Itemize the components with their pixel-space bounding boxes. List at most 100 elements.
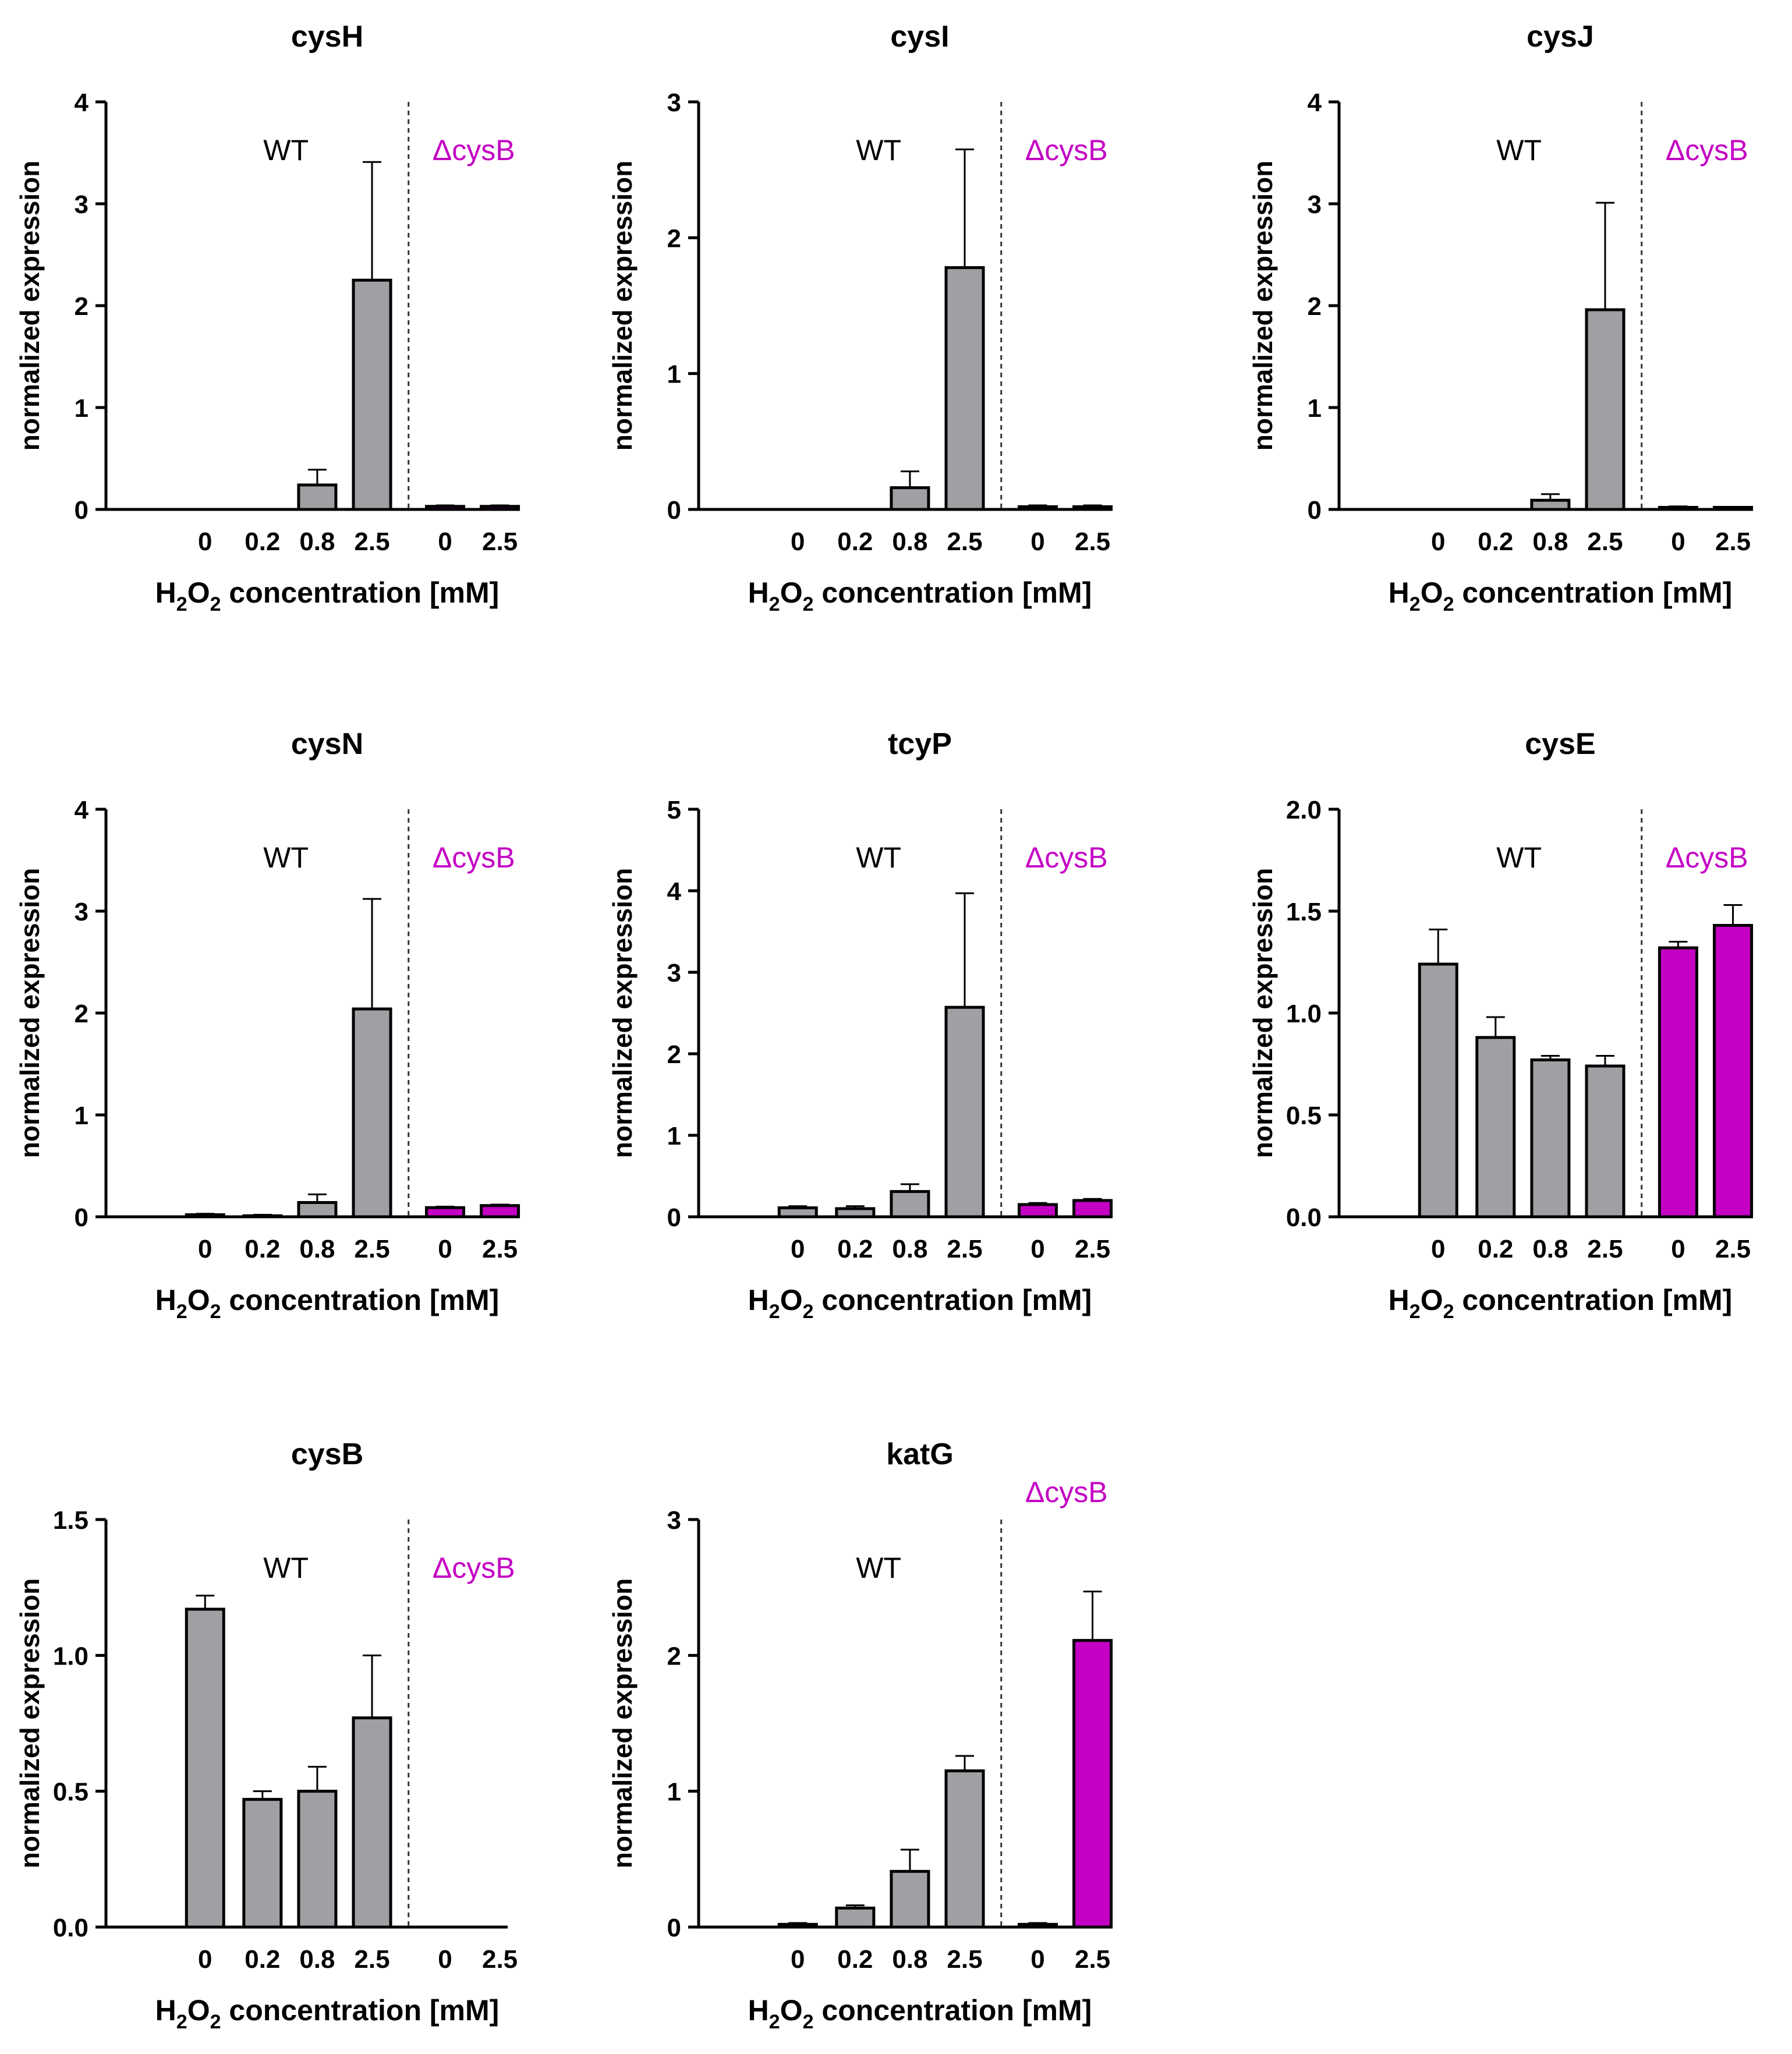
- x-tick-label: 2.5: [947, 1945, 982, 1974]
- x-axis-label-part: concentration [mM]: [221, 576, 500, 609]
- x-tick-label: 0.2: [837, 527, 873, 556]
- y-tick-label: 1: [667, 360, 681, 389]
- group-label-mutant: ΔcysB: [1025, 1476, 1108, 1508]
- x-tick-label: 2.5: [947, 527, 982, 556]
- x-axis-label-part: H: [748, 1284, 769, 1316]
- y-tick-label: 2: [75, 292, 88, 321]
- y-tick-label: 0: [667, 1203, 681, 1232]
- panel-title: cysE: [1525, 727, 1595, 761]
- x-axis-label-part: 2: [176, 1301, 187, 1323]
- x-axis-label-part: 2: [176, 593, 187, 615]
- y-axis-label: normalized expression: [607, 161, 638, 451]
- x-axis-label-part: H: [155, 576, 176, 609]
- y-tick-label: 3: [667, 88, 681, 117]
- panel-title: cysH: [291, 20, 363, 54]
- x-tick-label: 2.5: [947, 1235, 982, 1263]
- group-label-mutant: ΔcysB: [1025, 134, 1108, 167]
- bar-wt-0.8: [297, 483, 338, 511]
- x-tick-label: 0: [438, 527, 452, 556]
- x-tick-label: 0.2: [245, 527, 280, 556]
- bar-wt-0: [185, 1607, 225, 1929]
- bar-wt-0.8: [890, 486, 930, 511]
- group-label-wt: WT: [856, 841, 901, 874]
- x-axis-label-part: concentration [mM]: [1454, 1284, 1733, 1316]
- y-tick-label: 1.0: [53, 1642, 88, 1670]
- x-tick-label: 0.2: [837, 1945, 873, 1974]
- group-label-mutant: ΔcysB: [1666, 841, 1748, 874]
- y-tick-label: 2: [1308, 292, 1322, 321]
- x-tick-label: 0.8: [1532, 1235, 1568, 1263]
- x-axis-label-part: O: [780, 1284, 803, 1316]
- x-tick-label: 0: [1431, 1235, 1445, 1263]
- y-tick-label: 0.0: [53, 1914, 88, 1942]
- y-tick-label: 2: [667, 1040, 681, 1069]
- x-axis-label-part: H: [1389, 576, 1409, 609]
- y-tick-label: 2: [75, 1000, 88, 1028]
- x-tick-label: 0.2: [245, 1945, 280, 1974]
- group-label-wt: WT: [856, 134, 901, 167]
- x-tick-label: 0: [791, 527, 805, 556]
- bar-wt-2.5: [944, 1005, 985, 1219]
- x-tick-label: 0: [198, 1945, 212, 1974]
- x-tick-label: 0: [1030, 1945, 1044, 1974]
- bar-wt-0: [185, 1213, 225, 1219]
- panel-title: cysN: [291, 727, 363, 761]
- x-tick-label: 0.8: [892, 1235, 927, 1263]
- group-label-mutant: ΔcysB: [433, 134, 515, 167]
- y-tick-label: 1.0: [1286, 1000, 1322, 1028]
- x-axis-label-part: 2: [176, 2011, 187, 2033]
- panel-cysN: cysN 0 1 2 3 4 normalized expression 0 0.2 0.8 2.5…: [15, 727, 520, 1323]
- y-tick-label: 0: [75, 496, 88, 525]
- bar-wt-0.8: [890, 1869, 930, 1929]
- panel-title: cysB: [291, 1437, 363, 1471]
- bar-wt-2.5: [352, 1007, 392, 1219]
- x-axis-label-part: 2: [1409, 593, 1421, 615]
- y-tick-label: 0.0: [1286, 1203, 1322, 1232]
- x-axis-label: H2O2 concentration [mM]: [1389, 1284, 1733, 1323]
- bar-wt-2.5: [352, 1716, 392, 1929]
- y-tick-label: 0: [1308, 496, 1322, 525]
- y-tick-label: 2: [667, 224, 681, 253]
- y-tick-label: 5: [667, 796, 681, 824]
- x-tick-label: 0: [438, 1945, 452, 1974]
- x-tick-label: 2.5: [1075, 1235, 1110, 1263]
- x-axis-label-part: 2: [210, 593, 221, 615]
- y-axis-label: normalized expression: [1248, 161, 1278, 451]
- x-axis-label-part: concentration [mM]: [814, 1284, 1092, 1316]
- x-axis-label: H2O2 concentration [mM]: [1389, 576, 1733, 615]
- x-tick-label: 0.2: [1478, 1235, 1513, 1263]
- group-label-wt: WT: [1496, 841, 1542, 874]
- x-tick-label: 0.8: [892, 1945, 927, 1974]
- panel-title: cysJ: [1527, 20, 1594, 54]
- bar-wt-0.2: [242, 1798, 283, 1929]
- x-tick-label: 0: [791, 1945, 805, 1974]
- x-tick-label: 2.5: [1587, 1235, 1623, 1263]
- x-tick-label: 2.5: [1075, 1945, 1110, 1974]
- x-axis-label-part: concentration [mM]: [221, 1284, 500, 1316]
- x-axis-label: H2O2 concentration [mM]: [748, 1284, 1092, 1323]
- bar-mutant-2.5: [1713, 924, 1754, 1219]
- x-tick-label: 0.8: [1532, 527, 1568, 556]
- panel-cysJ: cysJ 0 1 2 3 4 normalized expression 0 0.2 0.8 2.5…: [1248, 20, 1754, 615]
- bar-wt-2.5: [944, 1769, 985, 1929]
- x-tick-label: 0.2: [245, 1235, 280, 1263]
- x-tick-label: 2.5: [482, 527, 518, 556]
- panel-cysB: cysB 0.0 0.5 1.0 1.5 normalized expression 0 0.…: [15, 1437, 518, 2033]
- y-tick-label: 0: [75, 1203, 88, 1232]
- group-label-wt: WT: [263, 134, 309, 167]
- y-tick-label: 3: [667, 1506, 681, 1535]
- x-axis-label-part: O: [187, 1284, 210, 1316]
- x-tick-label: 2.5: [482, 1235, 518, 1263]
- bar-mutant-0: [1017, 1203, 1058, 1219]
- x-axis-label: H2O2 concentration [mM]: [155, 1994, 500, 2033]
- y-tick-label: 3: [75, 190, 88, 219]
- x-tick-label: 0: [1030, 527, 1044, 556]
- y-tick-label: 4: [75, 88, 89, 117]
- bar-wt-0: [1418, 962, 1458, 1219]
- x-tick-label: 0.2: [837, 1235, 873, 1263]
- x-axis-label-part: concentration [mM]: [814, 1994, 1092, 2027]
- bar-mutant-2.5: [1072, 505, 1113, 511]
- panel-cysE: cysE 0.0 0.5 1.0 1.5 2.0 normalized expression…: [1248, 727, 1754, 1323]
- group-label-wt: WT: [263, 841, 309, 874]
- bar-wt-2.5: [1585, 308, 1625, 511]
